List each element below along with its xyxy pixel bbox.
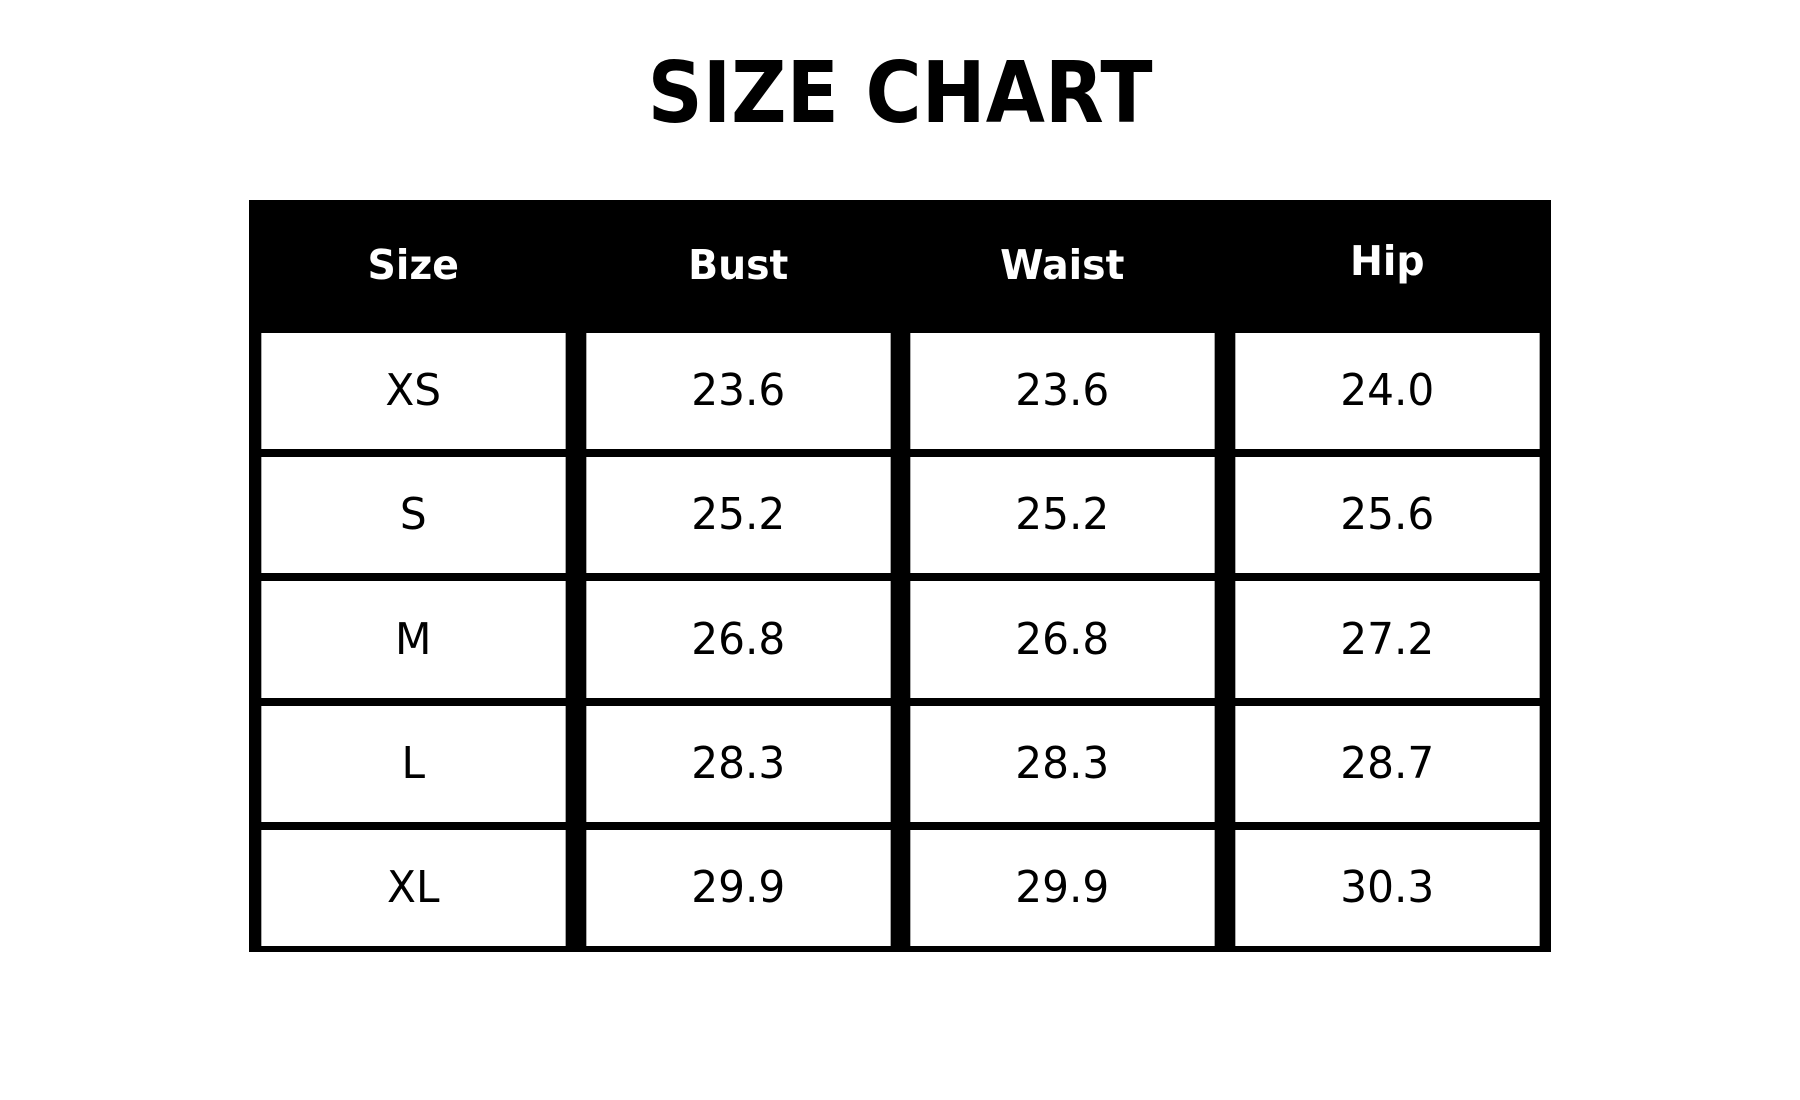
- table-row-xl: XL 29.9 29.9 30.3: [255, 829, 1545, 947]
- table-row-s: S 25.2 25.2 25.6: [255, 457, 1545, 574]
- page-title: SIZE CHART: [647, 44, 1153, 143]
- cell-waist: 26.8: [910, 581, 1215, 698]
- cell-waist: 29.9: [910, 829, 1215, 947]
- cell-hip: 27.2: [1234, 581, 1539, 698]
- cell-size: S: [261, 457, 566, 574]
- column-header-waist: Waist: [910, 206, 1215, 325]
- column-header-bust: Bust: [585, 206, 890, 325]
- table-header-row: Size Bust Waist Hip: [255, 206, 1545, 325]
- column-header-hip: Hip: [1234, 206, 1539, 325]
- cell-size: XS: [261, 333, 566, 450]
- cell-bust: 26.8: [585, 581, 890, 698]
- column-header-size: Size: [261, 206, 566, 325]
- cell-hip: 30.3: [1234, 829, 1539, 947]
- cell-size: L: [261, 705, 566, 822]
- cell-size: XL: [261, 829, 566, 947]
- cell-waist: 23.6: [910, 333, 1215, 450]
- table-row-l: L 28.3 28.3 28.7: [255, 705, 1545, 822]
- cell-size: M: [261, 581, 566, 698]
- cell-bust: 29.9: [585, 829, 890, 947]
- cell-hip: 28.7: [1234, 705, 1539, 822]
- table-row-m: M 26.8 26.8 27.2: [255, 581, 1545, 698]
- cell-hip: 24.0: [1234, 333, 1539, 450]
- table-row-xs: XS 23.6 23.6 24.0: [255, 333, 1545, 450]
- cell-bust: 28.3: [585, 705, 890, 822]
- cell-bust: 23.6: [585, 333, 890, 450]
- cell-hip: 25.6: [1234, 457, 1539, 574]
- cell-bust: 25.2: [585, 457, 890, 574]
- cell-waist: 25.2: [910, 457, 1215, 574]
- cell-waist: 28.3: [910, 705, 1215, 822]
- size-chart-table: Size Bust Waist Hip XS 23.6 23.6 24.0 S …: [249, 200, 1551, 952]
